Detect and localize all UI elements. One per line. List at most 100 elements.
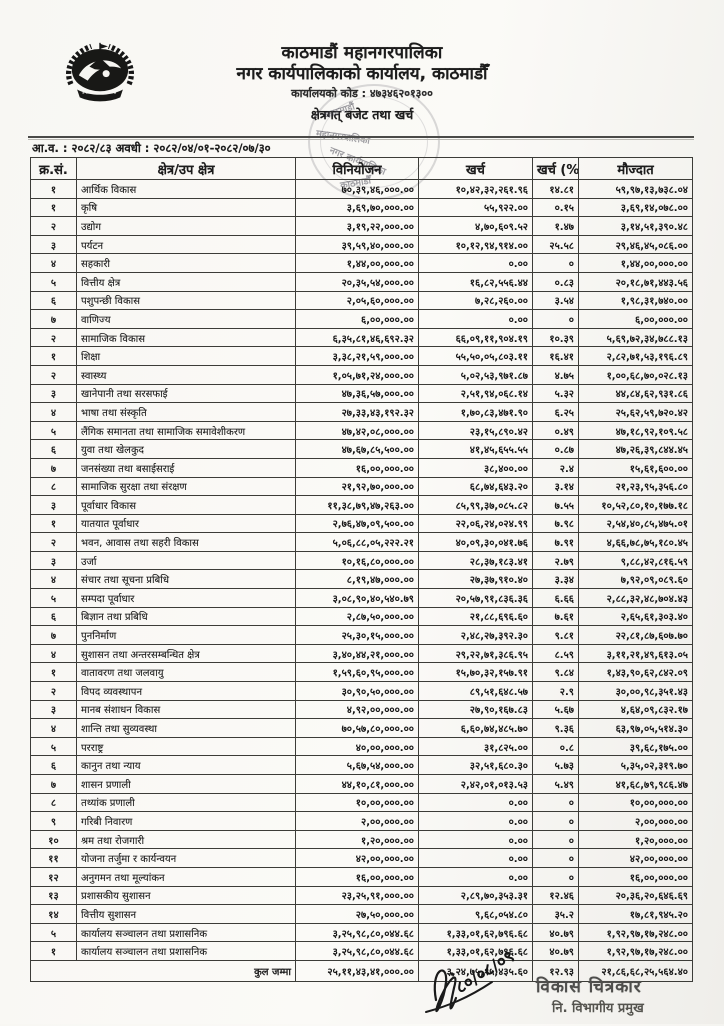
cell-expense-pct: ३.३४ [532, 569, 579, 590]
cell-balance: १,००,६८,७०,०२८.१३ [578, 364, 693, 385]
table-row: १३ प्रशासकीय सुशासन २३,२५,९१,०००.०० २,८९,७०… [30, 885, 693, 906]
municipality-emblem-logo [66, 42, 134, 102]
cell-serial: ६ [30, 439, 77, 459]
cell-expense-pct: ० [532, 309, 579, 329]
cell-allocation: ३,४०,४४,२१,०००.०० [295, 643, 419, 664]
cell-serial: ४ [30, 402, 77, 422]
cell-expense-pct: ५.७३ [532, 755, 579, 775]
table-row: ७ वाणिज्य ६,००,०००.०० ०.०० ० ६,००,०००.०० [30, 309, 693, 329]
table-row: ७ शासन प्रणाली ४४,१०,८१,०००.०० २,४२,०१,०१३.… [30, 774, 693, 794]
cell-serial: २ [30, 681, 77, 701]
cell-expense-pct: ३.५४ [532, 290, 579, 311]
cell-allocation: ३,२५,९८,८०,०४४.६८ [295, 922, 419, 943]
cell-allocation: १,५९,६०,९५,०००.०० [295, 662, 419, 683]
cell-sector: पुननिर्माण [76, 625, 296, 645]
cell-sector: उद्योग [76, 216, 296, 236]
cell-balance: २२,८१,८७,६०७.७० [578, 625, 693, 645]
cell-balance: २,५४,४०,८५,४७५.०१ [578, 513, 693, 534]
cell-expense: २८,३७,१८३.४१ [418, 550, 533, 571]
cell-balance: १७,८१,९४५.२० [578, 904, 693, 924]
cell-sector: परराष्ट्र [76, 736, 296, 757]
cell-allocation: १०,००,०००.०० [295, 792, 419, 813]
cell-sector: युवा तथा खेलकुद [76, 439, 296, 459]
table-row: ४ शान्ति तथा सुव्यवस्था ७०,५७,८०,०००.०० ६,६… [30, 718, 693, 738]
office-code: कार्यालयको कोड : ४७३४६२०१३०० [291, 87, 433, 100]
cell-sector: लैंगिक समानता तथा सामाजिक समावेशीकरण [76, 420, 296, 441]
cell-allocation: २७,३३,४३,१९२.३२ [295, 402, 419, 422]
cell-sector: वित्तीय क्षेत्र [76, 271, 296, 292]
cell-allocation: ४०,००,०००.०० [295, 736, 419, 757]
table-row: १४ वित्तीय सुशासन २७,५०,०००.०० ९,६८,०५४.८० ३… [30, 904, 693, 924]
office-name: नगर कार्यपालिकाको कार्यालय, काठमाडौँ [236, 64, 488, 84]
cell-expense: २२,०६,२४,०२४.९९ [418, 513, 533, 534]
cell-expense-pct: ९.३६ [532, 718, 579, 738]
cell-expense: ३१,८२५.०० [418, 736, 533, 757]
cell-serial: ७ [30, 625, 77, 645]
cell-sector: अनुगमन तथा मूल्यांकन [76, 866, 296, 887]
cell-expense-pct: ७.९८ [532, 513, 579, 534]
cell-expense-pct: ६.२५ [532, 402, 579, 422]
cell-expense-pct: ९.८४ [532, 662, 579, 683]
cell-expense: २३,१५,८९०.४२ [418, 420, 533, 441]
table-row: ५ वित्तीय क्षेत्र २०,३५,५४,०००.०० १६,८२,५५६… [30, 271, 693, 292]
cell-expense: २७,३७,९१०.४० [418, 569, 533, 590]
cell-expense: ०.०० [418, 309, 533, 329]
cell-serial: ८ [30, 792, 77, 813]
cell-allocation: १०,१६,८०,०००.०० [295, 550, 419, 571]
table-row: ६ युवा तथा खेलकुद ४७,६७,८५,५००.०० ४१,४५,६५५… [30, 439, 693, 459]
cell-balance: ३९,६८,१७५.०० [578, 736, 693, 757]
cell-balance: २५,६२,५९,७२०.४२ [578, 402, 693, 422]
table-row: २ विपद व्यवस्थापन ३०,९०,५०,०००.०० ८९,५१,६४८… [30, 681, 693, 701]
cell-expense-pct: ३.१४ [532, 476, 579, 497]
cell-allocation: ३,६९,७०,०००.०० [295, 197, 419, 218]
cell-expense: ९,६८,०५४.८० [418, 904, 533, 924]
cell-expense-pct: ५.६७ [532, 699, 579, 720]
cell-allocation: ७०,५७,८०,०००.०० [295, 718, 419, 738]
cell-expense-pct: ०.८३ [532, 271, 579, 292]
cell-serial: १ [30, 513, 77, 534]
cell-expense: ६८,७४,६४३.२० [418, 476, 533, 497]
cell-allocation: २१,९२,७०,०००.०० [295, 476, 419, 497]
handwritten-date: ८०/०८/०९ [452, 948, 518, 998]
cell-expense-pct: ६.६६ [532, 588, 579, 608]
cell-balance: ४४,८४,६२,९३१.८६ [578, 383, 693, 404]
cell-sector: स्वास्थ्य [76, 364, 296, 385]
table-row: २ उद्योग ३,१९,२२,०००.०० ४,७०,६०९.५२ १.४७ ३,१४… [30, 216, 693, 236]
cell-allocation: २,०५,६०,०००.०० [295, 290, 419, 311]
cell-allocation: ३,३८,२१,५९,०००.०० [295, 346, 419, 366]
cell-expense-pct: ०.८ [532, 736, 579, 757]
table-row: १ कृषि ३,६९,७०,०००.०० ५५,९२२.०० ०.१५ ३,६९,१४,… [30, 197, 693, 218]
cell-expense-pct: ३५.२ [532, 904, 579, 924]
cell-sector: योजना तर्जुमा र कार्यन्वयन [76, 848, 296, 868]
cell-allocation: १,०५,७१,२४,०००.०० [295, 364, 419, 385]
cell-expense-pct: १०.३९ [532, 327, 579, 348]
cell-balance: ३,१४,५१,३९०.४८ [578, 216, 693, 236]
cell-serial: १ [30, 941, 77, 961]
cell-balance: ७,९२,०९,०८९.६० [578, 569, 693, 590]
col-header-serial: क्र.सं. [30, 157, 77, 180]
cell-expense-pct: २.७९ [532, 550, 579, 571]
cell-expense-pct: २.४ [532, 457, 579, 478]
cell-allocation: २५,३०,१५,०००.०० [295, 625, 419, 645]
table-header-row: क्र.सं. क्षेत्र/उप क्षेत्र विनियोजन खर्च… [30, 157, 693, 180]
cell-serial: १ [30, 179, 77, 199]
cell-sector: पर्यटन [76, 234, 296, 255]
cell-expense-pct: १४.८१ [532, 179, 579, 199]
cell-serial: ४ [30, 643, 77, 664]
cell-sector: तथ्यांक प्रणाली [76, 792, 296, 813]
cell-expense-pct: ० [532, 848, 579, 868]
table-row: ५ सम्पदा पूर्वाधार ३,०८,९०,४०,५४०.७९ २०,५७,… [30, 588, 693, 608]
cell-serial: ६ [30, 755, 77, 775]
cell-expense-pct: ० [532, 253, 579, 273]
cell-sector: शासन प्रणाली [76, 774, 296, 794]
cell-balance: ४७,१८,९२,१०९.५८ [578, 420, 693, 441]
sector-budget-table: क्र.सं. क्षेत्र/उप क्षेत्र विनियोजन खर्च… [30, 157, 693, 982]
cell-serial: ३ [30, 699, 77, 720]
cell-sector: सामाजिक सुरक्षा तथा संरक्षण [76, 476, 296, 497]
cell-balance: ५९,९७,१३,७३८.०४ [578, 179, 693, 199]
cell-allocation: ४२,००,०००.०० [295, 848, 419, 868]
cell-serial: ५ [30, 588, 77, 608]
cell-expense: ८९,५१,६४८.५७ [418, 681, 533, 701]
cell-serial: ९ [30, 811, 77, 831]
cell-allocation: ४,९२,००,०००.०० [295, 699, 419, 720]
